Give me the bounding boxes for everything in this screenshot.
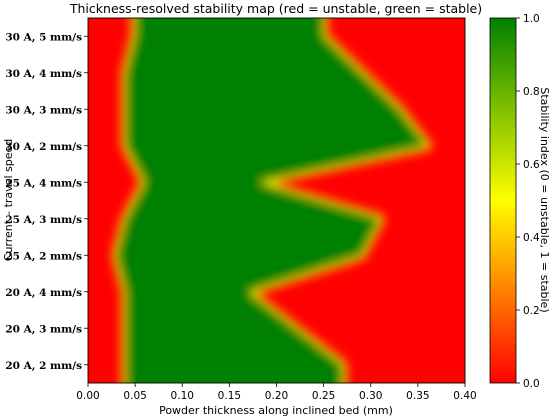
colorbar-tick-label: 0.0 [523, 378, 540, 390]
x-tick-label: 0.25 [312, 390, 335, 402]
x-tick-label: 0.15 [218, 390, 241, 402]
y-axis-ticks: 30 A, 5 mm/s 30 A, 4 mm/s 30 A, 3 mm/s 30 A… [5, 31, 88, 372]
y-tick-label: 30 A, 4 mm/s [5, 68, 82, 80]
x-tick-label: 0.30 [359, 390, 382, 402]
x-tick-label: 0.00 [76, 390, 99, 402]
colorbar-label: Stability index (0 = unstable, 1 = stabl… [538, 87, 550, 312]
x-tick-label: 0.10 [171, 390, 194, 402]
y-axis-label: Current – travel speed [2, 139, 15, 261]
x-axis-ticks: 0.00 0.05 0.10 0.15 0.20 0.25 0.30 0.35 0.40 [76, 383, 477, 402]
stable-region [115, 18, 428, 383]
colorbar-tick-label: 0.6 [523, 159, 540, 171]
colorbar-tick-label: 1.0 [523, 13, 540, 25]
y-tick-label: 25 A, 3 mm/s [5, 214, 82, 226]
y-tick-label: 20 A, 2 mm/s [5, 360, 82, 372]
x-tick-label: 0.20 [265, 390, 288, 402]
y-tick-label: 20 A, 3 mm/s [5, 323, 82, 335]
y-tick-label: 20 A, 4 mm/s [5, 287, 82, 299]
y-tick-label: 25 A, 4 mm/s [5, 177, 82, 189]
chart-title: Thickness-resolved stability map (red = … [69, 1, 482, 16]
x-tick-label: 0.35 [406, 390, 429, 402]
stability-band-layer [112, 18, 432, 383]
y-tick-label: 30 A, 2 mm/s [5, 141, 82, 153]
x-axis-label: Powder thickness along inclined bed (mm) [159, 404, 393, 417]
y-tick-label: 25 A, 2 mm/s [5, 250, 82, 262]
y-tick-label: 30 A, 3 mm/s [5, 104, 82, 116]
colorbar [489, 17, 517, 384]
colorbar-tick-label: 0.4 [523, 232, 540, 244]
colorbar-ticks: 0.0 0.2 0.4 0.6 0.8 1.0 [516, 13, 540, 390]
colorbar-tick-label: 0.8 [523, 86, 540, 98]
colorbar-tick-label: 0.2 [523, 305, 540, 317]
y-tick-label: 30 A, 5 mm/s [5, 31, 82, 43]
x-tick-label: 0.40 [453, 390, 476, 402]
x-tick-label: 0.05 [123, 390, 146, 402]
